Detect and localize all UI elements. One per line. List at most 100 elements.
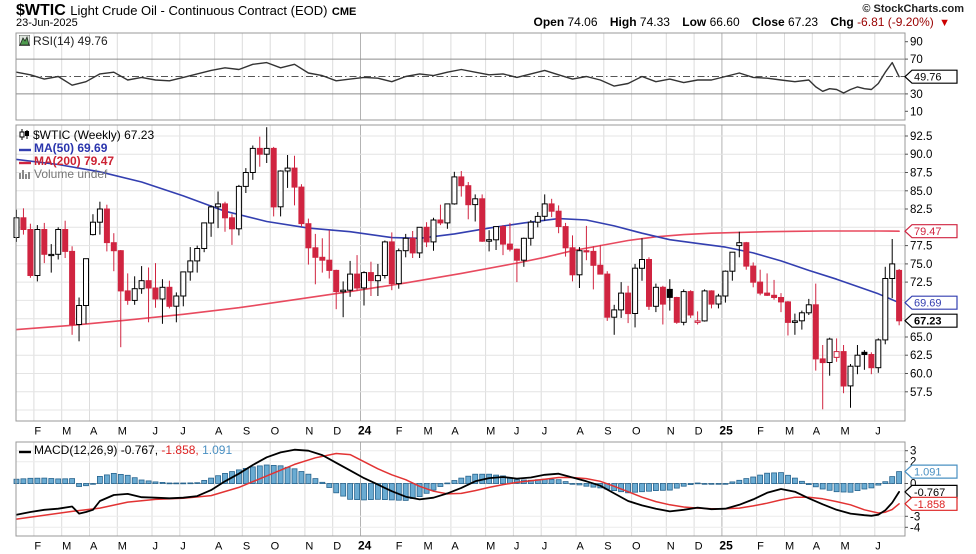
svg-text:O: O: [632, 541, 641, 553]
svg-text:A: A: [90, 426, 98, 438]
svg-text:S: S: [243, 426, 250, 438]
chg-value: -6.81 (-9.20%): [857, 15, 934, 29]
svg-text:J: J: [542, 541, 548, 553]
svg-text:A: A: [451, 541, 459, 553]
copyright-label: © StockCharts.com: [862, 3, 964, 15]
rsi-legend-text: RSI(14) 49.76: [33, 34, 108, 48]
svg-text:A: A: [576, 541, 584, 553]
svg-text:30: 30: [910, 89, 923, 101]
ohlc-quote-bar: Open 74.06 High 74.33 Low 66.60 Close 67…: [524, 15, 950, 29]
svg-text:F: F: [396, 426, 403, 438]
macd-signal-value: -1.858,: [161, 443, 199, 457]
svg-text:N: N: [305, 541, 313, 553]
svg-text:F: F: [757, 426, 764, 438]
svg-text:M: M: [841, 541, 850, 553]
svg-text:J: J: [875, 426, 881, 438]
svg-text:J: J: [180, 541, 186, 553]
svg-text:-3: -3: [910, 511, 920, 523]
price-legend-text: $WTIC (Weekly) 67.23: [33, 128, 155, 142]
svg-text:F: F: [34, 426, 41, 438]
svg-text:N: N: [667, 541, 675, 553]
svg-text:F: F: [34, 541, 41, 553]
open-label: Open: [533, 15, 565, 29]
high-label: High: [609, 15, 637, 29]
svg-text:S: S: [604, 426, 611, 438]
svg-text:-1.858: -1.858: [914, 499, 945, 511]
indicator-area-icon: [18, 34, 31, 49]
chart-date: 23-Jun-2025: [16, 17, 78, 29]
macd-hist-value: 1.091: [202, 443, 233, 457]
open-value: 74.06: [567, 15, 598, 29]
svg-text:-0.767: -0.767: [914, 487, 945, 499]
svg-text:87.5: 87.5: [910, 168, 932, 180]
svg-text:N: N: [667, 426, 675, 438]
svg-text:A: A: [215, 541, 223, 553]
close-value: 67.23: [788, 15, 819, 29]
svg-text:82.5: 82.5: [910, 204, 932, 216]
ma200-line-icon: [19, 156, 31, 169]
svg-text:M: M: [118, 426, 127, 438]
instrument-title: Light Crude Oil - Continuous Contract (E…: [70, 3, 328, 18]
volume-legend-line: Volume undef: [19, 168, 154, 181]
svg-text:A: A: [813, 426, 821, 438]
macd-line-icon: [19, 445, 31, 458]
svg-text:90.0: 90.0: [910, 149, 932, 161]
svg-text:A: A: [813, 541, 821, 553]
ticker-symbol: $WTIC: [16, 2, 66, 19]
svg-text:10: 10: [910, 106, 923, 118]
svg-text:M: M: [118, 541, 127, 553]
svg-text:60.0: 60.0: [910, 368, 932, 380]
svg-text:D: D: [333, 541, 341, 553]
svg-text:J: J: [514, 541, 520, 553]
svg-text:24: 24: [358, 424, 372, 438]
svg-text:M: M: [486, 541, 495, 553]
svg-text:75.0: 75.0: [910, 259, 932, 271]
svg-text:A: A: [90, 541, 98, 553]
svg-text:S: S: [604, 541, 611, 553]
price-legend-line: $WTIC (Weekly) 67.23: [19, 129, 154, 142]
svg-text:M: M: [62, 541, 71, 553]
svg-text:69.69: 69.69: [914, 298, 942, 310]
high-value: 74.33: [639, 15, 670, 29]
volume-legend-text: Volume undef: [34, 167, 108, 181]
svg-text:24: 24: [358, 539, 372, 553]
svg-text:65.0: 65.0: [910, 332, 932, 344]
svg-text:O: O: [271, 541, 280, 553]
ma200-legend-text: MA(200) 79.47: [34, 154, 115, 168]
chart-header: $WTIC Light Crude Oil - Continuous Contr…: [16, 2, 960, 20]
svg-text:0: 0: [910, 479, 916, 491]
svg-text:J: J: [875, 541, 881, 553]
svg-text:M: M: [785, 541, 794, 553]
macd-legend-text: MACD(12,26,9) -0.767,: [34, 443, 159, 457]
svg-text:D: D: [695, 541, 703, 553]
macd-legend: MACD(12,26,9) -0.767, -1.858, 1.091: [19, 444, 232, 458]
svg-text:J: J: [153, 426, 159, 438]
svg-text:90: 90: [910, 37, 923, 49]
svg-text:3: 3: [910, 446, 916, 458]
svg-text:A: A: [451, 426, 459, 438]
rsi-legend: RSI(14) 49.76: [18, 34, 108, 49]
svg-text:N: N: [305, 426, 313, 438]
svg-text:1.091: 1.091: [914, 467, 942, 479]
ma50-line-icon: [19, 143, 31, 156]
svg-text:M: M: [424, 426, 433, 438]
svg-text:49.76: 49.76: [914, 72, 942, 84]
svg-text:M: M: [486, 426, 495, 438]
svg-text:M: M: [424, 541, 433, 553]
svg-text:O: O: [632, 426, 641, 438]
svg-text:-4: -4: [910, 522, 921, 534]
exchange-label: CME: [331, 6, 357, 18]
svg-text:57.5: 57.5: [910, 387, 932, 399]
svg-text:A: A: [576, 426, 584, 438]
chg-label: Chg: [830, 15, 854, 29]
svg-text:M: M: [841, 426, 850, 438]
svg-text:F: F: [396, 541, 403, 553]
svg-text:2: 2: [910, 457, 916, 469]
svg-text:D: D: [695, 426, 703, 438]
svg-text:25: 25: [719, 424, 733, 438]
svg-text:85.0: 85.0: [910, 186, 932, 198]
svg-text:F: F: [757, 541, 764, 553]
volume-bars-icon: [19, 169, 31, 182]
